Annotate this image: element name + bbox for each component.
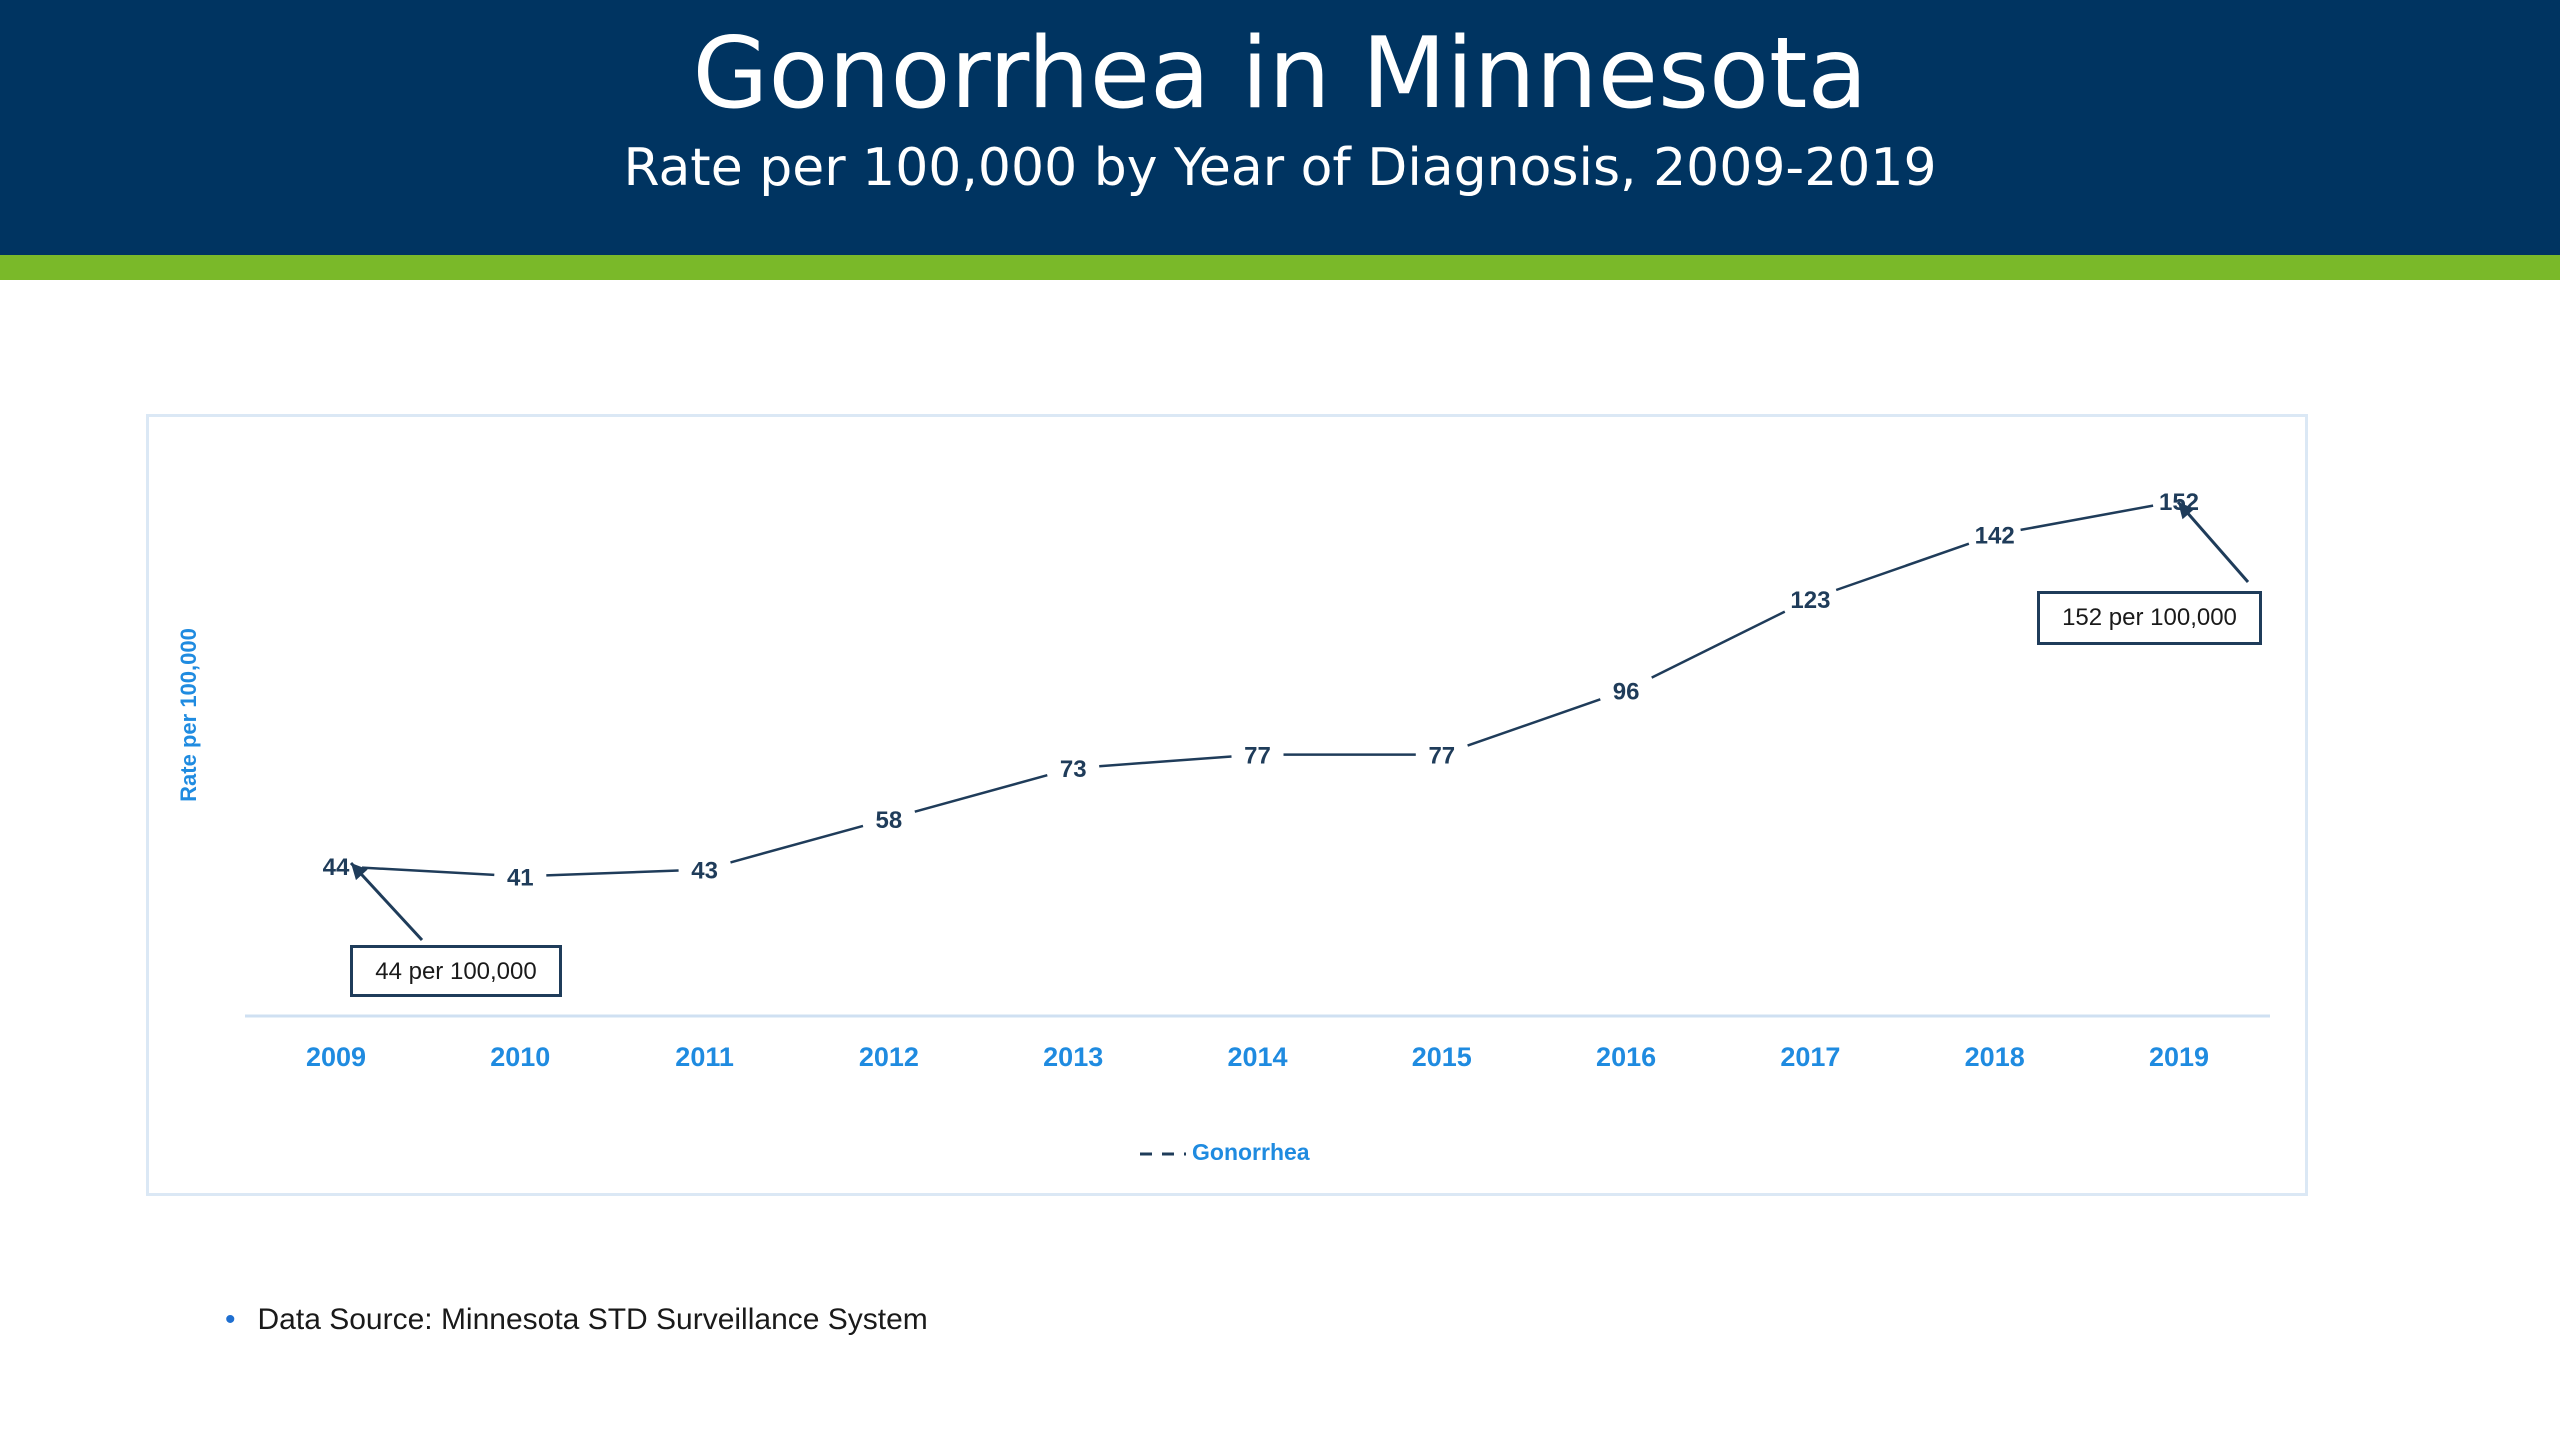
data-label: 58 bbox=[876, 807, 903, 834]
data-label: 142 bbox=[1975, 523, 2015, 550]
series-line-segment bbox=[1651, 610, 1786, 679]
callout-arrow-first-head bbox=[351, 863, 368, 881]
series-line-segment bbox=[1467, 698, 1601, 747]
x-tick-label: 2014 bbox=[1227, 1042, 1287, 1072]
callout-arrow-last bbox=[2176, 501, 2250, 583]
callout-arrow-first bbox=[349, 861, 424, 942]
data-label: 123 bbox=[1790, 587, 1830, 614]
data-label: 77 bbox=[1428, 743, 1455, 770]
series-line-segment bbox=[1835, 542, 1970, 592]
x-tick-label: 2012 bbox=[859, 1042, 919, 1072]
y-axis-title: Rate per 100,000 bbox=[176, 628, 201, 802]
slide-title: Gonorrhea in Minnesota bbox=[692, 17, 1868, 131]
series-line-segment bbox=[1099, 755, 1232, 768]
title-banner: Gonorrhea in Minnesota Rate per 100,000 … bbox=[0, 0, 2560, 255]
chart-frame bbox=[146, 414, 2308, 1196]
data-label: 96 bbox=[1613, 678, 1640, 705]
data-source-text: Data Source: Minnesota STD Surveillance … bbox=[257, 1303, 928, 1336]
callout-last-year: 152 per 100,000 bbox=[2037, 591, 2262, 645]
data-label: 41 bbox=[507, 864, 534, 891]
accent-bar bbox=[0, 255, 2560, 280]
slide-subtitle: Rate per 100,000 by Year of Diagnosis, 2… bbox=[623, 138, 1937, 198]
bullet-icon: • bbox=[225, 1303, 236, 1336]
series-line-segment bbox=[730, 824, 864, 864]
x-tick-label: 2018 bbox=[1965, 1042, 2025, 1072]
x-tick-label: 2017 bbox=[1780, 1042, 1840, 1072]
data-label: 44 bbox=[323, 854, 350, 881]
series-line-segment bbox=[2020, 504, 2154, 532]
series-line-segment bbox=[361, 866, 495, 877]
x-tick-label: 2013 bbox=[1043, 1042, 1103, 1072]
x-tick-label: 2016 bbox=[1596, 1042, 1656, 1072]
data-source-note: • Data Source: Minnesota STD Surveillance… bbox=[225, 1300, 928, 1340]
callout-first-year: 44 per 100,000 bbox=[350, 945, 562, 997]
data-label: 73 bbox=[1060, 756, 1087, 783]
series-line-segment bbox=[914, 773, 1048, 813]
x-tick-label: 2019 bbox=[2149, 1042, 2209, 1072]
x-tick-label: 2009 bbox=[306, 1042, 366, 1072]
x-tick-label: 2010 bbox=[490, 1042, 550, 1072]
x-tick-label: 2011 bbox=[675, 1042, 734, 1072]
series-line-segment bbox=[546, 869, 679, 877]
data-label: 43 bbox=[691, 858, 718, 885]
data-label: 77 bbox=[1244, 743, 1271, 770]
x-tick-label: 2015 bbox=[1412, 1042, 1472, 1072]
callout-arrow-last-head bbox=[2178, 502, 2195, 520]
legend-label: Gonorrhea bbox=[1192, 1139, 1310, 1165]
